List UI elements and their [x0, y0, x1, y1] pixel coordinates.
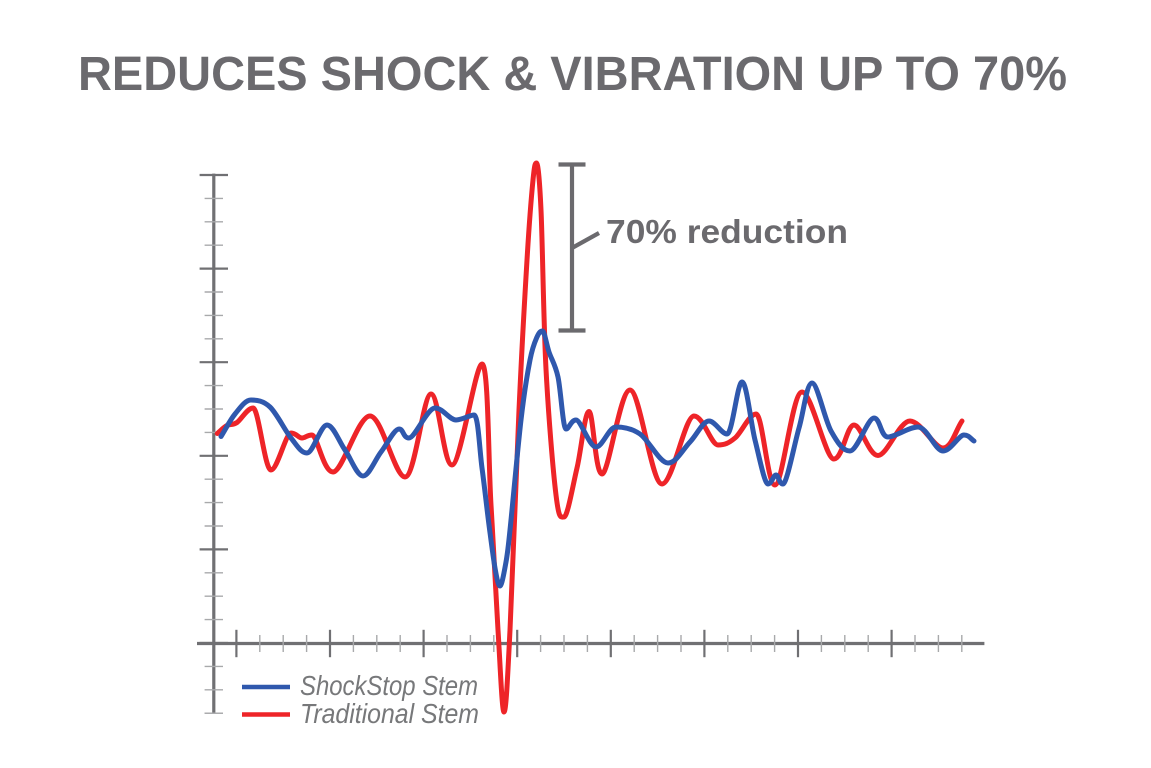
svg-text:Traditional Stem: Traditional Stem	[300, 698, 479, 729]
svg-text:70% reduction: 70% reduction	[606, 214, 848, 251]
svg-text:ShockStop Stem: ShockStop Stem	[300, 670, 478, 701]
svg-text:REDUCES SHOCK & VIBRATION UP T: REDUCES SHOCK & VIBRATION UP TO 70%	[78, 48, 1067, 101]
